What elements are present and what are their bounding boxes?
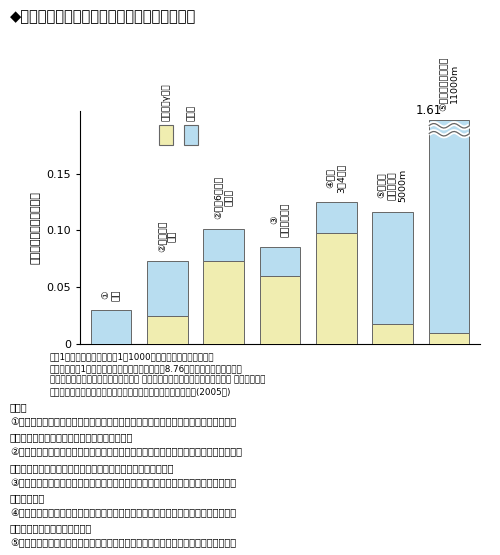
Y-axis label: マイクロシーベルト毎時: マイクロシーベルト毎時 [31, 191, 41, 264]
Bar [184, 125, 198, 145]
Text: 1.61: 1.61 [416, 104, 442, 117]
Text: 注）1マイクロシーベルトは1／1000ミリシーベルトに当たる。: 注）1マイクロシーベルトは1／1000ミリシーベルトに当たる。 [50, 352, 214, 361]
Text: 放射線」(2005年): 放射線」(2005年) [50, 387, 232, 396]
Text: ②鉄筋6階住宅
ロビー: ②鉄筋6階住宅 ロビー [214, 176, 234, 219]
Bar [316, 233, 356, 344]
Text: ⑤国際線航空機高度
11000m: ⑤国際線航空機高度 11000m [440, 57, 458, 111]
Text: ②木造住宅
鎌倉: ②木造住宅 鎌倉 [158, 220, 177, 252]
Bar [428, 120, 470, 333]
Text: ①
海上: ① 海上 [102, 289, 120, 301]
Bar [428, 333, 470, 344]
Text: リートより宇宙線を遮る力が小さいことから宇宙線は高い。: リートより宇宙線を遮る力が小さいことから宇宙線は高い。 [10, 463, 174, 473]
Bar [204, 261, 244, 344]
Bar [316, 202, 356, 233]
Bar [204, 229, 244, 261]
Text: （注）: （注） [10, 402, 28, 412]
Text: ◆色々な場所における自然放射線レベルの違い: ◆色々な場所における自然放射線レベルの違い [10, 9, 196, 24]
Text: によって遮られることからガンマ線は低い。: によって遮られることからガンマ線は低い。 [10, 432, 134, 442]
Bar [90, 310, 132, 344]
Text: 宇宙線: 宇宙線 [187, 105, 196, 121]
Bar [260, 276, 300, 344]
Text: ④銀座
3・4丁目: ④銀座 3・4丁目 [326, 164, 346, 193]
Bar [260, 248, 300, 276]
Text: ④銀座では、花こう岩が敷石に使われビルディングが立ち並ぶことから、宇宙線より: ④銀座では、花こう岩が敷石に使われビルディングが立ち並ぶことから、宇宙線より [10, 508, 236, 518]
Text: ⑤航空機
羽田〜大阪
5000m: ⑤航空機 羽田〜大阪 5000m [378, 169, 408, 202]
Bar [159, 125, 173, 145]
Text: ⑤飛行機では、宇宙線が空気に遮られないことから、高く飛ぶほど宇宙線量が高い。: ⑤飛行機では、宇宙線が空気に遮られないことから、高く飛ぶほど宇宙線量が高い。 [10, 538, 236, 548]
Text: それゆえ1マイクロシーベルト毎時は、年間8.76ミリシーベルトになる。: それゆえ1マイクロシーベルト毎時は、年間8.76ミリシーベルトになる。 [50, 364, 243, 373]
Text: ③
池袋駅地下街: ③ 池袋駅地下街 [270, 203, 289, 237]
Text: 出典：高エネルギー加速器研究機構 放射線科学センター「放射線の豆知識 暮らしの中の: 出典：高エネルギー加速器研究機構 放射線科学センター「放射線の豆知識 暮らしの中… [50, 376, 266, 385]
Text: 線が高い。: 線が高い。 [10, 493, 45, 503]
Text: ①海上では、海水自体に放射性物質が少なく、また、海底などからのガンマ線が海水: ①海上では、海水自体に放射性物質が少なく、また、海底などからのガンマ線が海水 [10, 417, 236, 427]
Text: ガンマ（γ）線: ガンマ（γ）線 [162, 84, 170, 121]
Bar [147, 261, 188, 316]
Bar [372, 212, 413, 324]
Text: ③地下街では、地下にあることから宇宙線は遮られるが、地下街の周辺からのガンマ: ③地下街では、地下にあることから宇宙線は遮られるが、地下街の周辺からのガンマ [10, 478, 236, 488]
Text: 周辺からのガンマ線が高い。: 周辺からのガンマ線が高い。 [10, 523, 92, 533]
Text: ②木造住宅では、コンクリートなどで作られた鉄筋住宅よりガンマ線は低いが、コンク: ②木造住宅では、コンクリートなどで作られた鉄筋住宅よりガンマ線は低いが、コンク [10, 448, 242, 458]
Bar [372, 324, 413, 344]
Bar [147, 316, 188, 344]
